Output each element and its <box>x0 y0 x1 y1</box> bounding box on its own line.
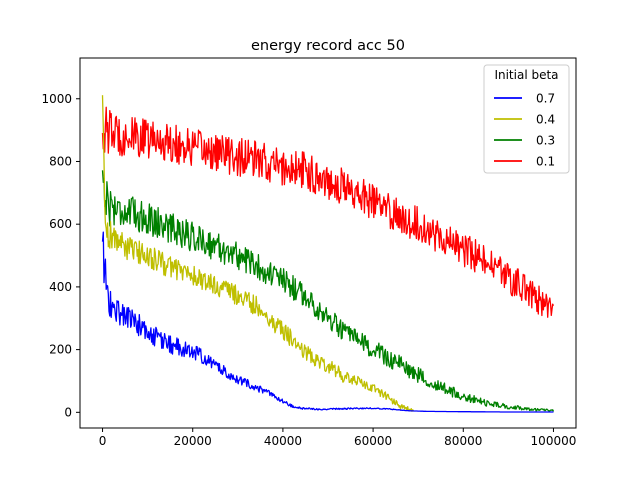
x-tick-label: 0 <box>99 434 107 448</box>
y-tick-label: 600 <box>49 217 72 231</box>
y-tick-label: 400 <box>49 280 72 294</box>
y-axis: 0 200 400 600 800 1000 <box>41 92 80 419</box>
y-tick-label: 1000 <box>41 92 72 106</box>
x-tick-label: 100000 <box>531 434 577 448</box>
legend-label: 0.3 <box>536 134 555 148</box>
y-tick-label: 200 <box>49 343 72 357</box>
series-line-0-4 <box>101 95 415 412</box>
x-tick-label: 60000 <box>354 434 392 448</box>
x-tick-label: 20000 <box>174 434 212 448</box>
series-line-0-7 <box>101 231 554 413</box>
legend-label: 0.1 <box>536 155 555 169</box>
series-line-0-3 <box>101 170 555 412</box>
chart-title: energy record acc 50 <box>251 38 405 54</box>
legend-label: 0.7 <box>536 92 555 106</box>
x-axis: 0 20000 40000 60000 80000 100000 <box>99 428 577 448</box>
y-tick-label: 800 <box>49 154 72 168</box>
x-tick-label: 80000 <box>444 434 482 448</box>
legend-title: Initial beta <box>494 68 558 82</box>
series-layer <box>101 95 555 413</box>
legend-box <box>483 64 570 174</box>
series-line-0-1 <box>101 106 555 318</box>
legend: Initial beta 0.7 0.4 0.3 0.1 <box>483 64 570 174</box>
x-tick-label: 40000 <box>264 434 302 448</box>
plot-frame <box>79 57 577 429</box>
legend-label: 0.4 <box>536 113 555 127</box>
y-tick-label: 0 <box>64 405 72 419</box>
